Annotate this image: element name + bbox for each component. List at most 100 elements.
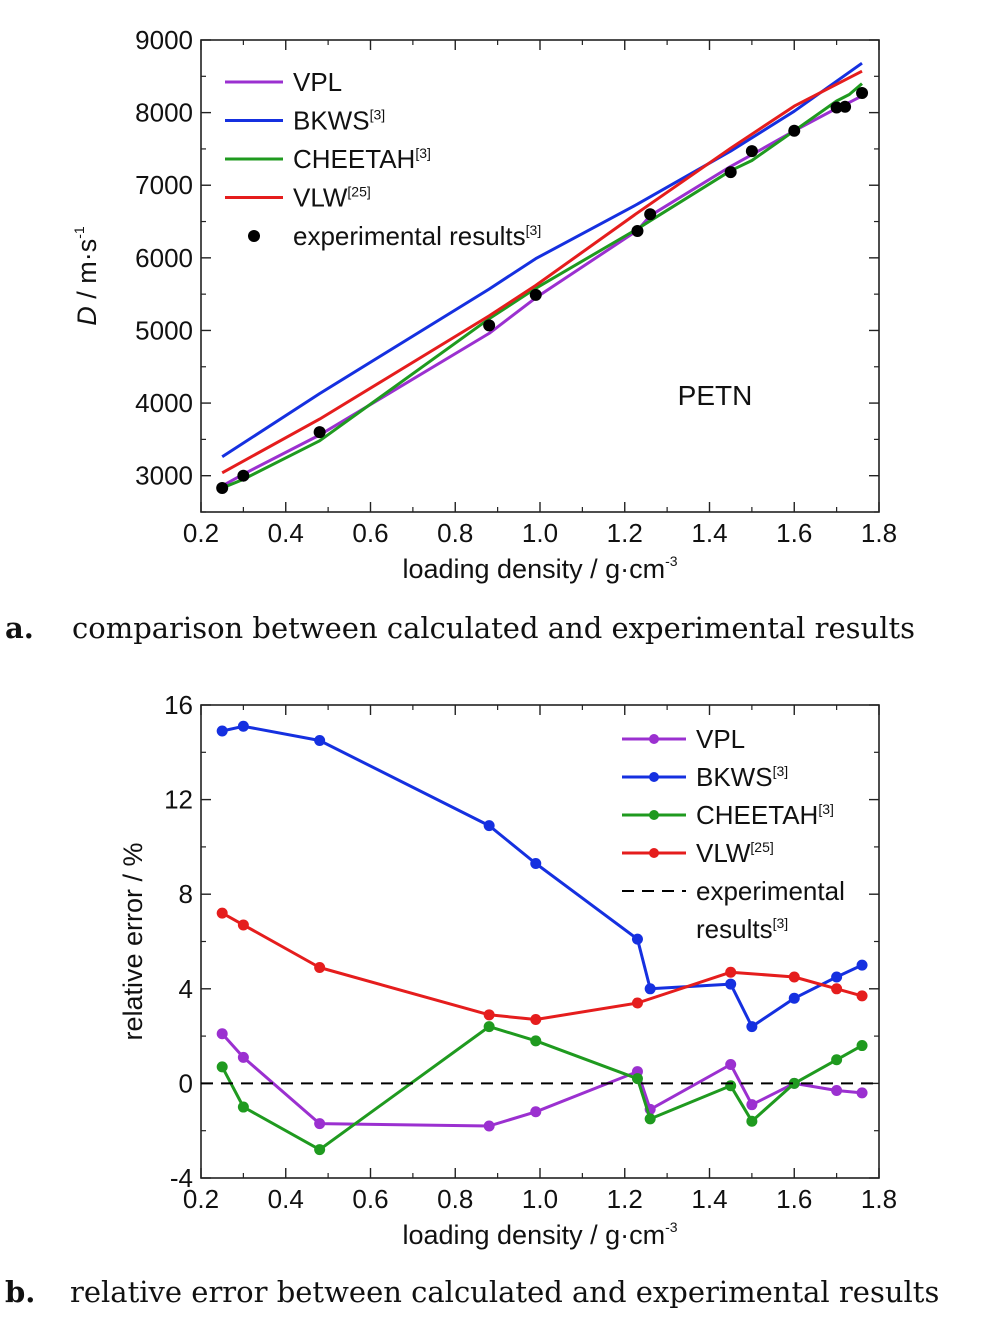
data-point [237,1101,249,1113]
legend-entry-cheetah: CHEETAH[3] [622,800,834,830]
x-axis-label: loading density / g·cm-3 [402,553,677,584]
data-point [788,992,800,1004]
x-tick-label: 1.8 [861,518,897,548]
legend-entry-vlw: VLW[25] [225,183,371,213]
legend-entry-experimental: experimental results[3] [622,876,845,944]
data-point [237,720,249,732]
legend-marker [649,734,659,744]
legend-entry-bkws: BKWS[3] [622,762,788,792]
y-tick-label: 5000 [135,315,193,345]
legend-entry-vpl: VPL [622,724,745,754]
data-point [644,983,656,995]
x-tick-label: 0.6 [352,1184,388,1214]
series-line [221,1032,863,1128]
legend-label: VLW[25] [293,183,371,213]
y-axis-label: D / m·s-1 [71,226,102,326]
data-point [725,1080,737,1092]
y-tick-label: 0 [179,1068,193,1098]
data-point [831,1084,843,1096]
data-point [216,1061,228,1073]
caption-a-text: comparison between calculated and experi… [72,611,915,645]
y-tick-label: 4000 [135,388,193,418]
legend: VPL BKWS[3] CHEETAH[3] VLW[25] experimental r… [622,724,845,944]
data-point [313,426,326,439]
data-point [314,734,326,746]
data-point [314,1144,326,1156]
data-point [831,971,843,983]
data-point [314,962,326,974]
data-point [746,1115,758,1127]
annotation-label: PETN [678,380,753,411]
data-point [856,1087,868,1099]
chart-a-detonation-velocity: 0.2 0.4 0.6 0.8 1.0 1.2 1.4 1.6 1.8 3000 4000 5000 6… [71,25,897,584]
x-tick-label: 0.4 [268,518,304,548]
x-tick-label: 1.0 [522,518,558,548]
x-tick-label: 1.4 [691,518,727,548]
legend-label: experimental results[3] [293,221,541,251]
x-tick-label: 0.6 [352,518,388,548]
data-point [746,1099,758,1111]
data-point [644,208,657,221]
x-tick-label: 0.2 [183,518,219,548]
data-point [314,1118,326,1130]
series-bkws [216,720,868,1033]
series-line [221,82,863,490]
data-point [856,87,869,100]
data-point [724,166,737,179]
series-vlw [221,69,863,475]
legend-label: VPL [696,724,745,754]
legend-label: BKWS[3] [293,106,385,136]
data-point [839,100,852,113]
legend-entry-bkws: BKWS[3] [225,106,385,136]
x-tick-label: 1.0 [522,1184,558,1214]
y-tick-label: 8 [179,879,193,909]
x-tick-label: 0.4 [268,1184,304,1214]
legend-entry-vpl: VPL [225,67,342,97]
data-point [856,990,868,1002]
data-point [856,959,868,971]
series-experimental [216,87,869,495]
data-point [216,725,228,737]
caption-b-letter: b. [5,1275,35,1309]
data-point [831,983,843,995]
legend-label: CHEETAH[3] [696,800,834,830]
y-tick-label: 7000 [135,170,193,200]
data-point [530,857,542,869]
legend-marker [649,772,659,782]
series-vlw [216,907,868,1026]
y-tick-label: 3000 [135,461,193,491]
series-line [221,911,863,1021]
data-point [530,1014,542,1026]
caption-a-letter: a. [5,611,34,645]
legend-marker [649,810,659,820]
legend-entry-cheetah: CHEETAH[3] [225,144,431,174]
data-point [483,1009,495,1021]
data-point [725,1058,737,1070]
x-tick-label: 1.2 [607,1184,643,1214]
data-point [831,1054,843,1066]
x-axis-label: loading density / g·cm-3 [402,1219,677,1250]
legend-marker [649,848,659,858]
data-point [483,1021,495,1033]
series-line [221,724,863,1029]
data-point [725,966,737,978]
legend-label: results[3] [696,914,788,944]
x-tick-label: 0.2 [183,1184,219,1214]
data-point [788,971,800,983]
y-tick-label: 8000 [135,98,193,128]
data-point [216,482,229,495]
legend-label: BKWS[3] [696,762,788,792]
data-point [644,1113,656,1125]
data-point [788,124,801,137]
data-point [746,1021,758,1033]
chart-b-relative-error: 0.2 0.4 0.6 0.8 1.0 1.2 1.4 1.6 1.8 -4 0 4 8 12 16 load… [118,690,897,1250]
series-line [220,1025,863,1152]
data-point [631,997,643,1009]
legend-entry-vlw: VLW[25] [622,838,774,868]
y-tick-label: 4 [179,974,193,1004]
y-tick-label: 16 [164,690,193,720]
data-point [216,907,228,919]
series-line [221,61,863,459]
data-point [483,319,496,332]
x-tick-label: 1.6 [776,518,812,548]
